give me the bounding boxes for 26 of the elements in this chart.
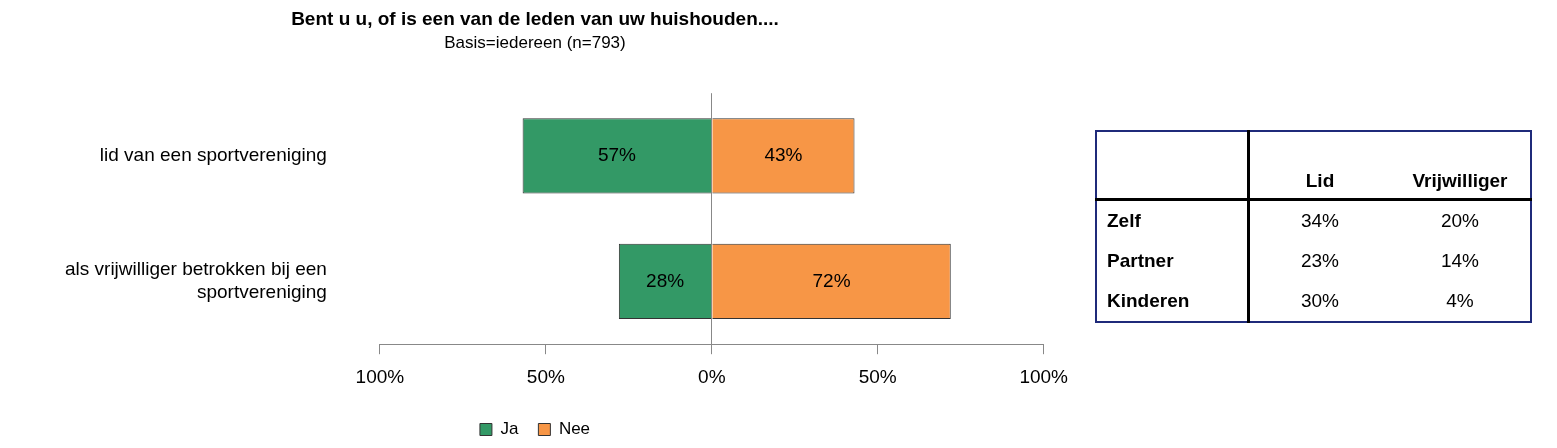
chart-title: Bent u u, of is een van de leden van uw huishouden.... [291,7,779,29]
y-tick-label: lid van een sportvereniging [99,144,327,166]
data-label: 43% [764,144,803,166]
text: 20% [1440,210,1480,231]
text: 4% [1446,290,1474,311]
text: 23% [1300,250,1340,271]
category-label: Partner [1107,250,1174,271]
text: 14% [1440,250,1480,271]
legend-label: Nee [558,419,591,439]
x-tick-label: 0% [698,365,726,387]
x-tick-label: 100% [1019,365,1069,387]
category-label: Lid [1248,131,1390,200]
x-tick-label: 50% [858,365,897,387]
data-label: 28% [646,269,685,291]
category-label: Vrijwilliger [1390,131,1531,200]
text: 30% [1300,290,1340,311]
legend-label: Ja [500,419,519,439]
chart-subtitle: Basis=iedereen (n=793) [444,32,626,52]
text: 34% [1300,210,1340,231]
category-label: Kinderen [1107,290,1190,311]
category-label: Zelf [1107,210,1141,231]
data-label: 72% [812,269,851,291]
x-tick-label: 100% [355,365,405,387]
x-tick-label: 50% [526,365,565,387]
y-tick-label: als vrijwilliger betrokken bij een sportvereniging [65,258,327,303]
data-label: 57% [597,144,637,166]
